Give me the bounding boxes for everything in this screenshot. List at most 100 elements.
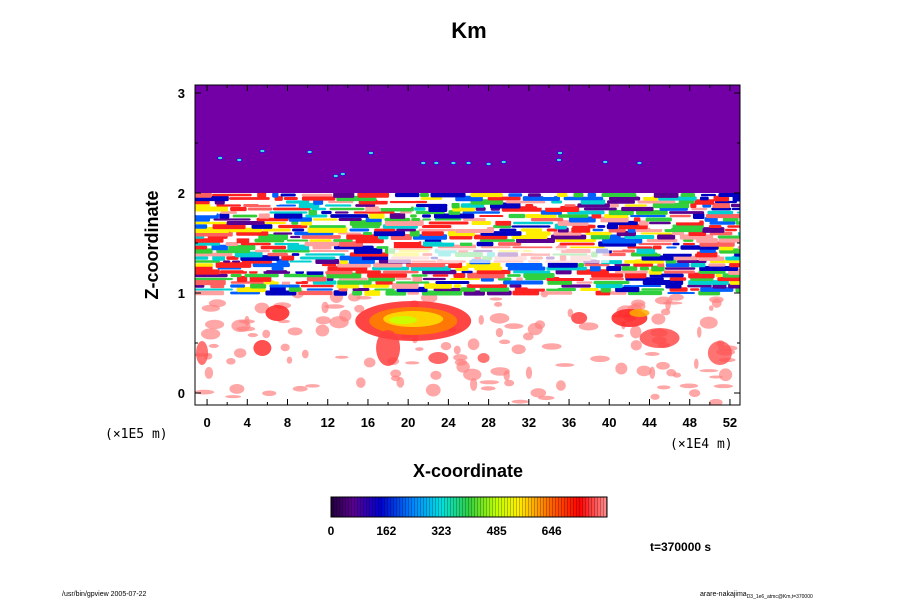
band-streak [339,255,362,261]
colorbar: 0 162 323 485 646 [328,496,608,538]
band-streak [568,216,596,223]
band-streak [278,224,308,229]
y-tick-label: 3 [178,86,185,101]
band-streak [273,276,303,282]
band-streak [195,290,225,296]
lower-patch [699,369,719,373]
band-streak [609,203,619,208]
lower-patch [590,355,610,363]
band-streak [555,238,597,243]
band-streak [664,267,696,270]
band-streak [559,242,595,246]
band-streak [669,214,691,218]
band-streak [226,220,265,226]
band-streak [673,255,698,261]
lower-patch [693,358,699,370]
lower-patch [666,369,677,377]
band-streak [565,199,578,205]
band-streak [666,246,677,249]
band-streak [433,213,475,219]
band-streak [308,209,317,216]
band-streak [556,192,568,198]
x-tick-label: 52 [723,415,737,430]
band-streak [699,265,739,272]
band-streak [608,209,634,216]
time-label: t=370000 s [650,540,711,554]
band-streak [609,196,641,201]
band-streak [337,280,372,285]
lower-patch [504,379,515,387]
lower-patch [425,383,441,397]
lower-patch [567,308,574,318]
band-streak [730,203,740,208]
x-tick-label: 8 [284,415,291,430]
band-streak [271,266,284,271]
band-streak [309,225,346,228]
band-streak [593,280,630,285]
lower-patch [254,302,270,314]
band-streak [195,288,233,291]
band-streak [352,290,363,296]
y-tick-label: 2 [178,186,185,201]
band-streak [637,200,676,204]
lower-patch [541,343,562,350]
band-streak [640,232,672,235]
band-streak [422,218,432,221]
band-streak [355,270,381,274]
upper-speck [556,158,562,162]
upper-speck [465,161,472,165]
band-streak [212,223,246,230]
upper-speck [485,162,492,166]
band-streak [680,192,696,198]
band-streak [328,200,354,204]
lower-patch [262,329,271,339]
band-streak [694,199,715,205]
band-streak [653,192,679,198]
lower-patch [709,296,724,303]
band-streak [373,230,406,237]
lower-patch [226,357,236,365]
band-streak [285,200,310,204]
band-streak [691,207,708,211]
band-streak [476,269,511,275]
band-streak [211,244,228,251]
band-streak [374,288,395,291]
band-streak [269,284,300,288]
band-streak [718,193,740,197]
band-streak [367,273,407,278]
band-streak [577,263,585,267]
lower-patch [511,344,526,355]
upper-speck [602,160,609,164]
lower-patch [396,376,405,388]
band-streak [652,202,690,209]
band-streak [195,238,224,243]
band-streak [451,202,460,209]
band-streak [688,280,729,285]
band-streak [376,246,389,249]
band-streak [690,203,697,208]
band-streak [576,269,609,275]
lower-patch [656,361,670,370]
lower-patch [229,383,245,394]
band-streak [709,221,736,225]
band-streak [195,260,220,263]
y-axis-title: Z-coordinate [142,190,162,299]
lower-patch [376,330,401,366]
band-streak [600,216,629,223]
footer-right-main-text: arare-nakajima [700,591,747,598]
colorbar-tick-label: 0 [328,524,335,538]
band-streak [688,231,707,236]
band-streak [643,196,658,201]
band-streak [231,260,241,263]
band-streak [507,274,521,277]
band-streak [547,280,573,285]
lower-patch [305,384,320,388]
band-streak [563,196,604,201]
band-streak [470,280,501,285]
band-streak [414,207,426,211]
band-streak [250,283,267,289]
x-tick-label: 12 [320,415,334,430]
band-streak [407,291,419,295]
band-streak [724,228,738,232]
